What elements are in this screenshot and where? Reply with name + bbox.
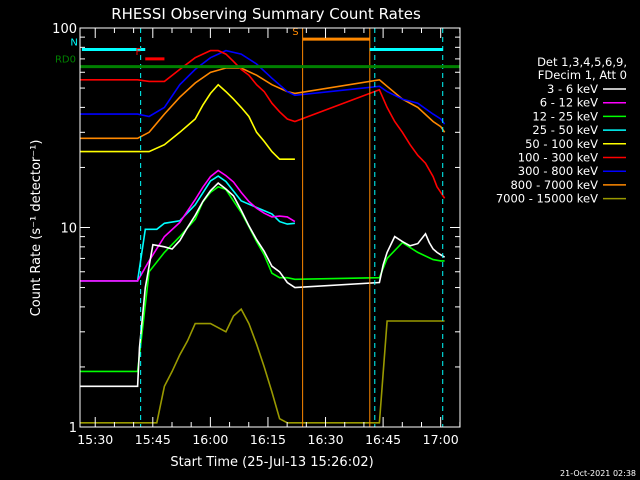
x-tick-label: 16:45 [365, 432, 401, 447]
legend-entry-label: 7000 - 15000 keV [496, 192, 598, 206]
x-axis-label: Start Time (25-Jul-13 15:26:02) [170, 455, 373, 470]
series-line [80, 185, 445, 373]
series-layer [80, 49, 446, 424]
y-tick-label: 100 [52, 22, 77, 37]
flag-label: RD0 [55, 55, 76, 66]
legend-header-line-1: Det 1,3,4,5,6,9, [537, 55, 627, 69]
chart-title: RHESSI Observing Summary Count Rates [111, 5, 421, 23]
flag-label: S [292, 27, 298, 38]
series-line [80, 67, 446, 140]
y-axis-label: Count Rate (s⁻¹ detector⁻¹) [29, 140, 44, 317]
flag-layer: N F RD0 S [55, 27, 460, 427]
legend-header-line-2: FDecim 1, Att 0 [538, 68, 627, 82]
axes-frame [79, 27, 461, 428]
x-tick-label: 17:00 [423, 432, 459, 447]
axes: 15:30 15:45 16:00 16:15 16:30 16:45 17:00 1 10 10… [52, 22, 461, 447]
x-tick-label: 16:30 [308, 432, 344, 447]
legend-entry-label: 800 - 7000 keV [510, 178, 598, 192]
series-line [80, 169, 296, 282]
series-line [80, 83, 295, 160]
y-tick-label: 10 [60, 222, 77, 237]
x-tick-label: 15:45 [135, 432, 171, 447]
legend-entry-label: 300 - 800 keV [518, 164, 598, 178]
series-line [80, 307, 445, 424]
flag-label: N [70, 38, 77, 49]
legend-entry-label: 6 - 12 keV [540, 96, 598, 110]
x-tick-label: 16:15 [250, 432, 286, 447]
x-tick-label: 16:00 [192, 432, 228, 447]
legend-entry-label: 50 - 100 keV [525, 137, 598, 151]
series-line [80, 49, 446, 199]
series-line [80, 175, 295, 282]
legend-entry-label: 25 - 50 keV [532, 123, 598, 137]
y-tick-label: 1 [69, 421, 77, 436]
legend-entry-label: 3 - 6 keV [547, 82, 598, 96]
series-line [80, 49, 446, 125]
series-line [80, 182, 446, 388]
legend-entry-label: 12 - 25 keV [532, 109, 598, 123]
legend-entry-label: 100 - 300 keV [518, 151, 598, 165]
legend: Det 1,3,4,5,6,9, FDecim 1, Att 0 3 - 6 k… [496, 55, 627, 206]
x-tick-label: 15:30 [77, 432, 113, 447]
generation-timestamp: 21-Oct-2021 02:38 [560, 469, 636, 478]
flag-label: F [135, 47, 141, 58]
